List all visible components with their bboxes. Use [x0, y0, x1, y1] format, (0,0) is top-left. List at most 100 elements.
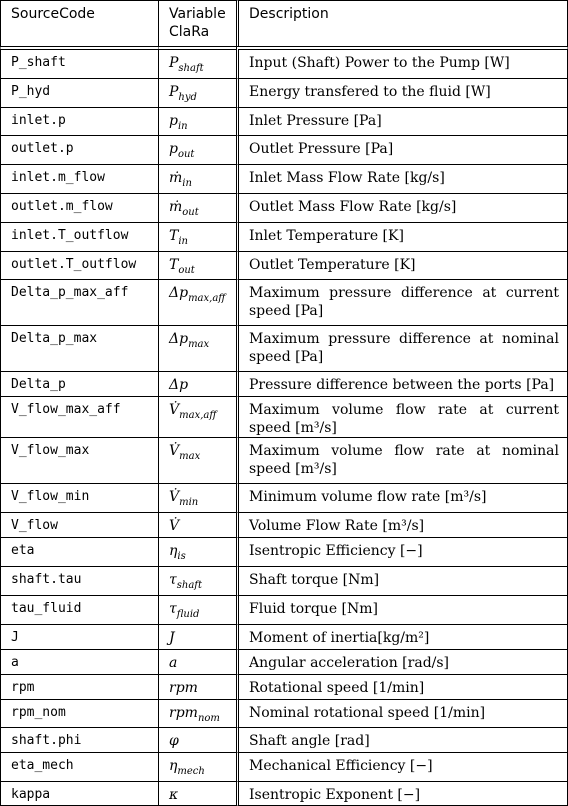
table-row: rpm rpm Rotational speed [1/min]	[0, 673, 568, 699]
cell-sourcecode: outlet.p	[0, 135, 158, 165]
cell-description: Maximum volume flow rate at current spee…	[236, 396, 568, 438]
table-row: Delta_p_max Δpmax Maximum pressure differe…	[0, 325, 568, 372]
cell-sourcecode: V_flow_min	[0, 483, 158, 513]
table-body: P_shaft Pshaft Input (Shaft) Power to the …	[0, 46, 568, 806]
cell-description: Maximum volume flow rate at nominal spee…	[236, 437, 568, 484]
cell-description: Moment of inertia[kg/m²]	[236, 623, 568, 649]
cell-variable: Tin	[158, 221, 236, 251]
cell-sourcecode: inlet.m_flow	[0, 164, 158, 193]
cell-sourcecode: Delta_p_max_aff	[0, 279, 158, 326]
cell-description: Volume Flow Rate [m³/s]	[236, 512, 568, 538]
cell-variable: V̇max,aff	[158, 396, 236, 438]
table-row: J J Moment of inertia[kg/m²]	[0, 623, 568, 649]
table-row: eta ηis Isentropic Efficiency [−]	[0, 537, 568, 566]
cell-variable: J	[158, 623, 236, 649]
cell-variable: ηis	[158, 537, 236, 566]
cell-description: Maximum pressure difference at nominal s…	[236, 325, 568, 372]
cell-variable: Phyd	[158, 77, 236, 107]
table-row: Delta_p Δp Pressure difference between the…	[0, 371, 568, 397]
cell-sourcecode: V_flow	[0, 512, 158, 538]
table-row: Delta_p_max_aff Δpmax,aff Maximum pressure…	[0, 279, 568, 326]
cell-variable: Δpmax	[158, 325, 236, 372]
cell-variable: Tout	[158, 250, 236, 280]
cell-sourcecode: rpm	[0, 673, 158, 699]
cell-description: Outlet Temperature [K]	[236, 250, 568, 280]
cell-description: Isentropic Efficiency [−]	[236, 537, 568, 566]
cell-description: Outlet Mass Flow Rate [kg/s]	[236, 192, 568, 222]
table-header-row: SourceCode Variable ClaRa Description	[0, 0, 568, 46]
cell-sourcecode: Delta_p_max	[0, 325, 158, 372]
header-sourcecode: SourceCode	[0, 0, 158, 46]
cell-variable: ṁin	[158, 164, 236, 193]
cell-description: Rotational speed [1/min]	[236, 673, 568, 699]
cell-variable: V̇	[158, 512, 236, 538]
cell-variable: rpmnom	[158, 698, 236, 728]
cell-variable: κ	[158, 781, 236, 806]
cell-variable: φ	[158, 727, 236, 753]
header-variable: Variable	[169, 6, 226, 22]
cell-sourcecode: inlet.p	[0, 106, 158, 136]
cell-sourcecode: J	[0, 623, 158, 649]
cell-variable: V̇min	[158, 483, 236, 513]
cell-description: Nominal rotational speed [1/min]	[236, 698, 568, 728]
cell-sourcecode: Delta_p	[0, 371, 158, 397]
cell-description: Inlet Temperature [K]	[236, 221, 568, 251]
table-row: a a Angular acceleration [rad/s]	[0, 648, 568, 674]
table-row: V_flow_max_aff V̇max,aff Maximum volume fl…	[0, 396, 568, 438]
table-row: inlet.m_flow ṁin Inlet Mass Flow Rate [kg/…	[0, 164, 568, 193]
cell-description: Shaft torque [Nm]	[236, 565, 568, 595]
cell-variable: ηmech	[158, 752, 236, 782]
cell-sourcecode: kappa	[0, 781, 158, 806]
table-row: tau_fluid τfluid Fluid torque [Nm]	[0, 594, 568, 624]
cell-sourcecode: V_flow_max	[0, 437, 158, 484]
cell-variable: Δp	[158, 371, 236, 397]
cell-sourcecode: outlet.T_outflow	[0, 250, 158, 280]
table-row: outlet.p pout Outlet Pressure [Pa]	[0, 135, 568, 165]
cell-variable: Pshaft	[158, 46, 236, 78]
cell-variable: rpm	[158, 673, 236, 699]
cell-variable: a	[158, 648, 236, 674]
table-row: rpm_nom rpmnom Nominal rotational speed [1…	[0, 698, 568, 728]
table-row: V_flow_min V̇min Minimum volume flow rate …	[0, 483, 568, 513]
table-row: outlet.m_flow ṁout Outlet Mass Flow Rate […	[0, 192, 568, 222]
cell-sourcecode: P_hyd	[0, 77, 158, 107]
cell-variable: pout	[158, 135, 236, 165]
table-row: P_hyd Phyd Energy transfered to the fluid …	[0, 77, 568, 107]
cell-sourcecode: rpm_nom	[0, 698, 158, 728]
cell-sourcecode: inlet.T_outflow	[0, 221, 158, 251]
cell-description: Angular acceleration [rad/s]	[236, 648, 568, 674]
table-row: inlet.p pin Inlet Pressure [Pa]	[0, 106, 568, 136]
cell-sourcecode: outlet.m_flow	[0, 192, 158, 222]
cell-description: Maximum pressure difference at current s…	[236, 279, 568, 326]
cell-variable: τfluid	[158, 594, 236, 624]
cell-description: Shaft angle [rad]	[236, 727, 568, 753]
cell-variable: pin	[158, 106, 236, 136]
header-variable-clara: Variable ClaRa	[158, 0, 236, 46]
header-description: Description	[236, 0, 568, 46]
cell-variable: ṁout	[158, 192, 236, 222]
table-row: V_flow_max V̇max Maximum volume flow rate …	[0, 437, 568, 484]
cell-sourcecode: V_flow_max_aff	[0, 396, 158, 438]
cell-sourcecode: a	[0, 648, 158, 674]
table-row: P_shaft Pshaft Input (Shaft) Power to the …	[0, 46, 568, 78]
cell-description: Fluid torque [Nm]	[236, 594, 568, 624]
cell-description: Isentropic Exponent [−]	[236, 781, 568, 806]
header-clara: ClaRa	[169, 24, 210, 40]
cell-description: Minimum volume flow rate [m³/s]	[236, 483, 568, 513]
cell-sourcecode: eta_mech	[0, 752, 158, 782]
cell-variable: V̇max	[158, 437, 236, 484]
cell-sourcecode: shaft.tau	[0, 565, 158, 595]
cell-sourcecode: eta	[0, 537, 158, 566]
table-row: outlet.T_outflow Tout Outlet Temperature […	[0, 250, 568, 280]
cell-variable: τshaft	[158, 565, 236, 595]
cell-sourcecode: shaft.phi	[0, 727, 158, 753]
table-row: V_flow V̇ Volume Flow Rate [m³/s]	[0, 512, 568, 538]
cell-sourcecode: P_shaft	[0, 46, 158, 78]
table-row: kappa κ Isentropic Exponent [−]	[0, 781, 568, 806]
cell-sourcecode: tau_fluid	[0, 594, 158, 624]
table-row: eta_mech ηmech Mechanical Efficiency [−]	[0, 752, 568, 782]
cell-description: Input (Shaft) Power to the Pump [W]	[236, 46, 568, 78]
cell-description: Outlet Pressure [Pa]	[236, 135, 568, 165]
